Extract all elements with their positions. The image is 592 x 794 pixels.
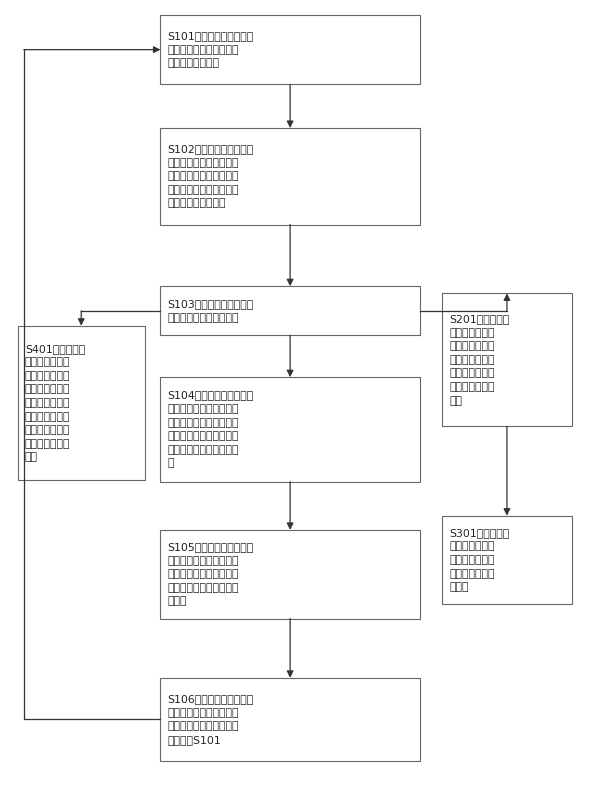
Text: S101．休眠控制模块在唤
醒时刻到达时唤醒处于休
眠状态的主控模块: S101．休眠控制模块在唤 醒时刻到达时唤醒处于休 眠状态的主控模块 [168, 31, 254, 68]
Bar [442, 293, 572, 426]
Text: S105．主控模块保存现场
数据，对传感器模块和无
线通信模块进行掉电操作
，向休眠控制模块发送休
眠请求: S105．主控模块保存现场 数据，对传感器模块和无 线通信模块进行掉电操作 ，向… [168, 542, 254, 607]
Text: S104．主控模块启动无线
通信模块上电工作，将所
述监测信息送至无线通信
模块，使无线通信模块发
送包含监测信息的无线信
号: S104．主控模块启动无线 通信模块上电工作，将所 述监测信息送至无线通信 模块… [168, 391, 254, 468]
Text: S103．主控模块处理所述
环境数据，生成监测信息: S103．主控模块处理所述 环境数据，生成监测信息 [168, 299, 254, 322]
Bar [160, 678, 420, 761]
Text: S401．主控模块
根据监测信息启
动图像采集模块
上电工作，控制
图像采集模块采
集地下排水管网
的图像信息，然
后接收所述图像
信息: S401．主控模块 根据监测信息启 动图像采集模块 上电工作，控制 图像采集模块… [25, 344, 85, 462]
Bar [160, 15, 420, 84]
Bar [160, 530, 420, 619]
Bar [160, 286, 420, 335]
Text: S102．主控模块启动传感
器模块上电工作，使传感
器模块采集地下排水管网
的环境数据，并将所述环
境数据送至主控模块: S102．主控模块启动传感 器模块上电工作，使传感 器模块采集地下排水管网 的环… [168, 144, 254, 209]
Text: S201．主控模块
采用神经网络算
法处理环境数据
，生成包含即时
监测数据和预期
监测数据的监测
信息: S201．主控模块 采用神经网络算 法处理环境数据 ，生成包含即时 监测数据和预… [449, 314, 510, 406]
Bar [160, 128, 420, 225]
Bar [442, 515, 572, 604]
Bar [18, 326, 144, 480]
Bar [160, 377, 420, 482]
Text: S301．主控模块
根据预期监测数
据确定下一次主
控模块休眠的休
眠时长: S301．主控模块 根据预期监测数 据确定下一次主 控模块休眠的休 眠时长 [449, 528, 510, 592]
Text: S106．休眠控制模块响应
所述休眠请求，控制主控
模块进入休眠状态，继续
执行步骤S101: S106．休眠控制模块响应 所述休眠请求，控制主控 模块进入休眠状态，继续 执行… [168, 694, 254, 745]
